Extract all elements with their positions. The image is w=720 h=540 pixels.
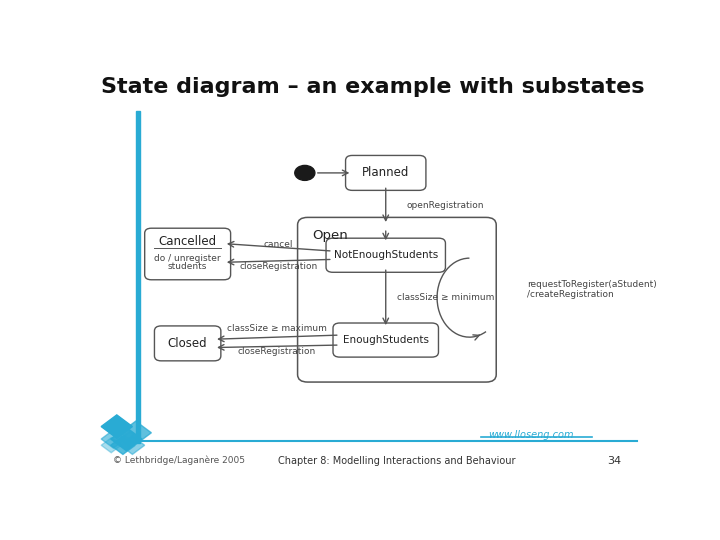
Text: requestToRegister(aStudent)
/createRegistration: requestToRegister(aStudent) /createRegis… [527, 280, 657, 299]
FancyBboxPatch shape [326, 238, 446, 272]
Text: © Lethbridge/Laganère 2005: © Lethbridge/Laganère 2005 [113, 456, 246, 465]
FancyBboxPatch shape [145, 228, 230, 280]
Text: Planned: Planned [362, 166, 410, 179]
Text: cancel: cancel [264, 240, 293, 249]
Polygon shape [111, 427, 142, 451]
Bar [136, 111, 140, 443]
FancyBboxPatch shape [297, 218, 496, 382]
Text: State diagram – an example with substates: State diagram – an example with substate… [101, 77, 644, 97]
Text: Cancelled: Cancelled [158, 235, 217, 248]
Polygon shape [101, 438, 121, 453]
Text: NotEnoughStudents: NotEnoughStudents [333, 250, 438, 260]
FancyBboxPatch shape [333, 323, 438, 357]
Text: Open: Open [312, 229, 348, 242]
Text: do / unregister: do / unregister [154, 254, 221, 264]
Polygon shape [120, 436, 145, 454]
Text: Closed: Closed [168, 337, 207, 350]
Text: students: students [168, 262, 207, 271]
Polygon shape [101, 415, 132, 438]
Polygon shape [111, 436, 135, 454]
Polygon shape [101, 430, 126, 448]
FancyBboxPatch shape [346, 156, 426, 191]
Text: openRegistration: openRegistration [407, 201, 485, 210]
Text: closeRegistration: closeRegistration [238, 347, 316, 356]
FancyBboxPatch shape [155, 326, 221, 361]
Text: 34: 34 [608, 456, 621, 465]
Polygon shape [120, 421, 151, 444]
Circle shape [294, 165, 315, 180]
Text: Chapter 8: Modelling Interactions and Behaviour: Chapter 8: Modelling Interactions and Be… [278, 456, 516, 465]
Text: classSize ≥ minimum: classSize ≥ minimum [397, 293, 494, 302]
Text: closeRegistration: closeRegistration [239, 261, 318, 271]
Text: www.lloseng.com: www.lloseng.com [488, 430, 574, 440]
Text: classSize ≥ maximum: classSize ≥ maximum [227, 325, 327, 333]
Text: EnoughStudents: EnoughStudents [343, 335, 428, 345]
Polygon shape [120, 431, 140, 447]
